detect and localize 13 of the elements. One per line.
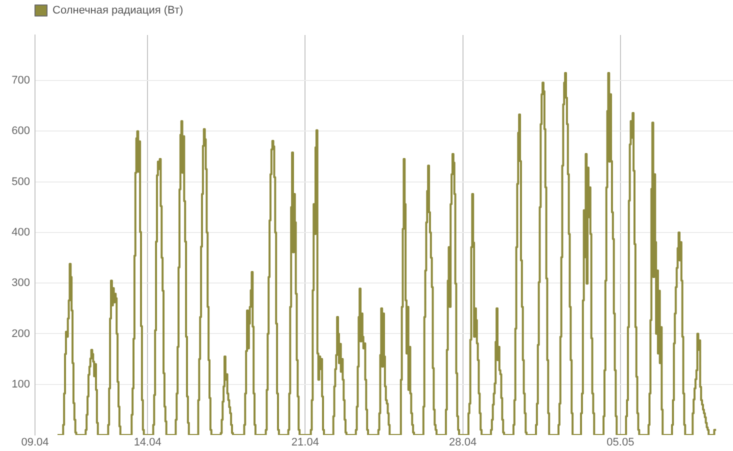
y-tick-label: 100: [12, 378, 30, 390]
x-tick-label: 21.04: [291, 436, 319, 449]
y-tick-label: 200: [12, 328, 30, 340]
x-tick-label: 14.04: [134, 436, 162, 449]
legend-label: Солнечная радиация (Вт): [52, 4, 184, 17]
x-tick-label: 05.05: [606, 436, 634, 449]
x-tick-label: 28.04: [449, 436, 477, 449]
y-tick-label: 600: [12, 125, 30, 138]
y-tick-label: 300: [12, 277, 30, 290]
y-tick-label: 700: [12, 74, 30, 87]
y-tick-label: 500: [12, 176, 30, 188]
x-tick-label: 09.04: [21, 436, 49, 449]
y-tick-label: 400: [12, 226, 30, 238]
